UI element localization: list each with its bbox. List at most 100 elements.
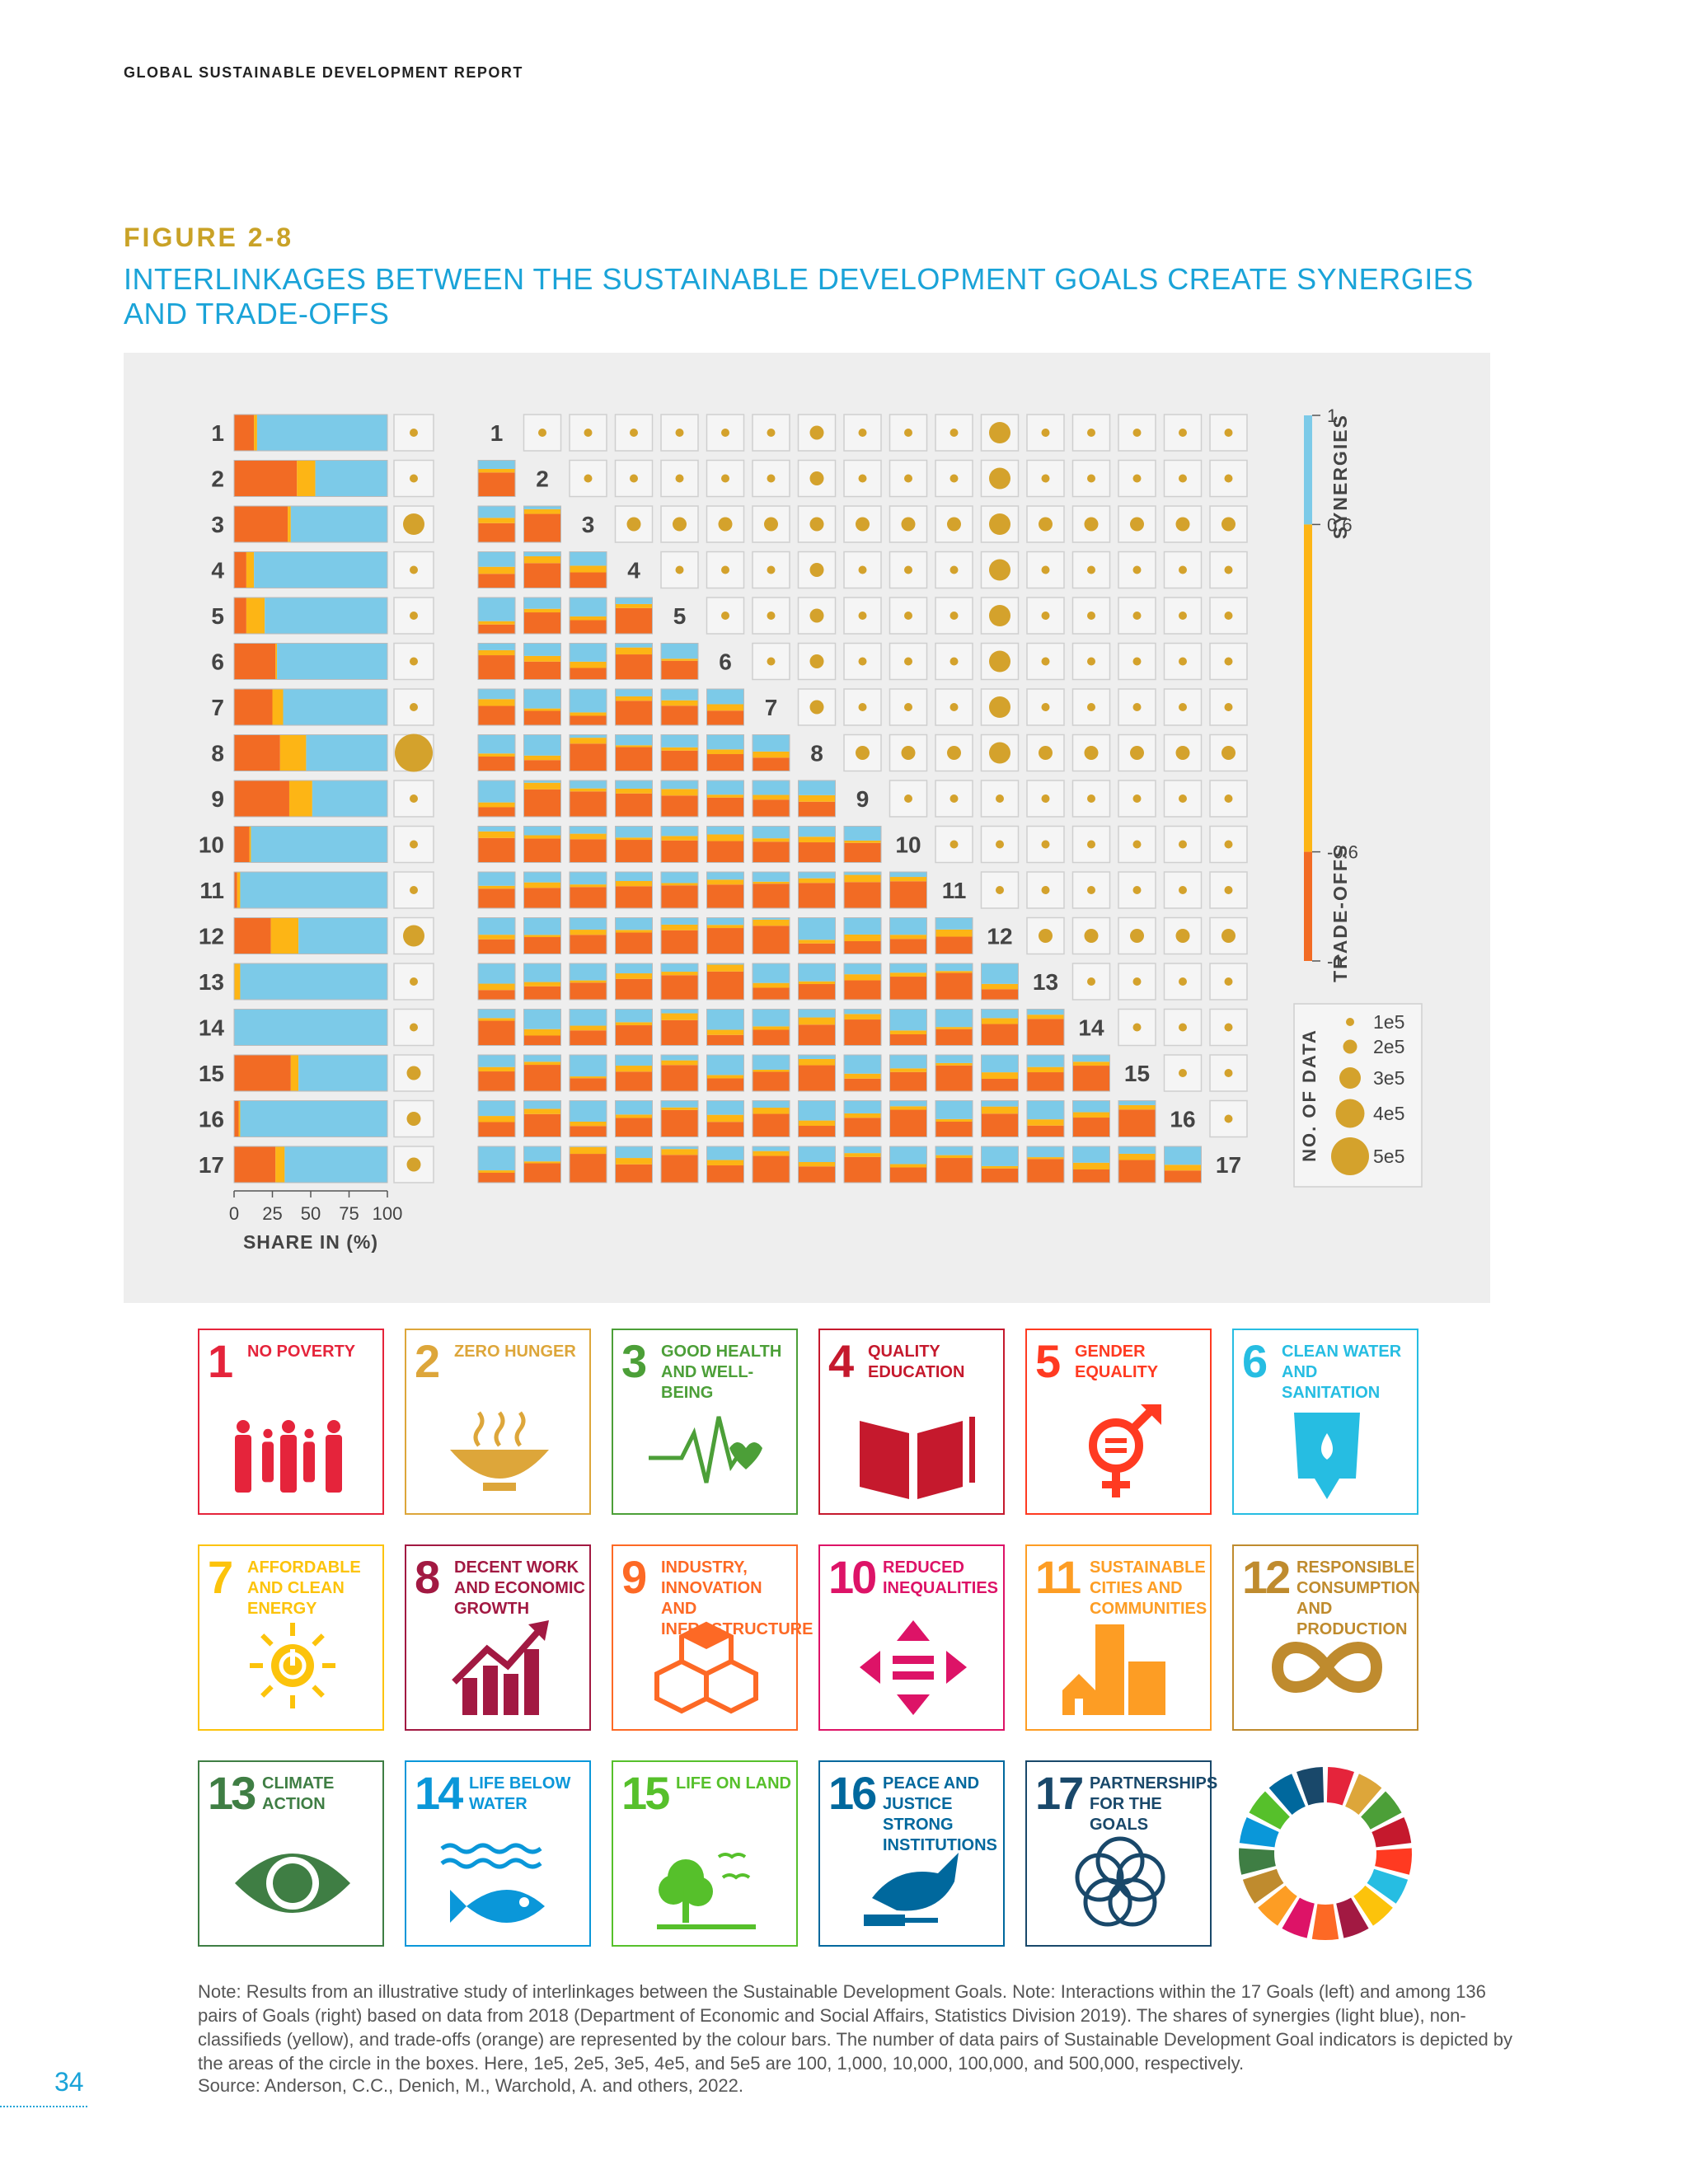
scale-nonclassified [1304,524,1312,852]
pair-synergy-segment [478,963,515,984]
pair-synergy-segment [706,826,744,835]
pair-nonclassified-segment [661,924,698,930]
pair-synergy-segment [844,826,881,841]
wheel-segment [1336,1897,1369,1938]
pair-synergy-segment [478,1055,515,1067]
pair-tradeoff-segment [706,754,744,771]
pair-synergy-segment [478,917,515,935]
synergy-segment [240,1100,387,1137]
pair-outline [615,688,653,726]
diagonal-goal-label: 7 [765,695,778,720]
pair-synergy-segment [1118,1146,1156,1154]
pair-outline [660,826,699,863]
pair-outline [569,1054,607,1092]
pair-circle [1224,703,1233,711]
row-label: 16 [199,1107,224,1132]
pair-synergy-segment [478,689,515,700]
pair-nonclassified-segment [615,788,653,794]
pair-tradeoff-segment [844,882,881,908]
count-circle [406,1157,421,1172]
pair-tradeoff-segment [753,757,790,771]
pair-nonclassified-segment [798,981,836,985]
pair-circle [1132,794,1142,803]
pair-circle [1041,703,1050,711]
pair-circle [1132,565,1142,574]
pair-synergy-segment [935,963,973,972]
nonclassified-segment [275,643,278,680]
pair-synergy-segment [981,1100,1019,1107]
pair-circle [809,563,824,577]
pair-circle [1132,703,1142,711]
pair-circle [721,565,729,574]
pair-synergy-segment [753,1100,790,1108]
pair-box [1118,963,1156,1001]
pair-synergy-segment [478,1146,515,1171]
pair-circle [584,474,593,483]
pair-outline [843,1009,882,1046]
pair-synergy-segment [981,1146,1019,1166]
pair-synergy-segment [798,780,836,795]
count-circle [406,1112,421,1126]
scale-tick-label: 1 [1327,405,1337,426]
diagonal-goal-label: 10 [895,832,921,858]
pair-tradeoff-segment [570,935,607,954]
pair-tradeoff-segment [1027,1159,1064,1183]
pair-tradeoff-segment [570,1154,607,1183]
pair-tradeoff-segment [523,888,561,908]
pair-nonclassified-segment [661,1013,698,1020]
count-box [393,414,434,452]
bar-outline [233,826,388,863]
dove-icon [864,1853,959,1926]
pair-outline [798,826,836,863]
pair-circle [1179,429,1187,437]
pair-tradeoff-segment [798,883,836,908]
pair-tradeoff-segment [615,978,653,1000]
diagonal-goal-label: 3 [582,512,595,537]
pair-circle [1224,657,1233,666]
pair-tradeoff-segment [1072,1118,1110,1137]
city-icon [1062,1624,1165,1715]
pair-outline [798,1054,836,1092]
pair-circle [675,565,684,574]
pair-tradeoff-segment [478,523,515,542]
pair-tradeoff-segment [661,1019,698,1046]
pair-tradeoff-segment [798,1065,836,1091]
pair-synergy-segment [570,826,607,834]
pair-synergy-segment [1118,1100,1156,1105]
pair-circle [1179,703,1187,711]
synergy-segment [283,689,387,725]
pair-nonclassified-segment [615,881,653,887]
pair-synergy-segment [706,1100,744,1115]
sdg-label: REDUCED INEQUALITIES [883,1558,999,1597]
pair-tradeoff-segment [615,886,653,908]
wheel-segment [1375,1848,1412,1875]
pair-nonclassified-segment [615,973,653,979]
diagonal-goal-label: 16 [1170,1107,1195,1132]
diagonal-goal-label: 11 [942,878,967,903]
pair-synergy-segment [570,1055,607,1077]
pair-tradeoff-segment [753,1113,790,1137]
pair-circle [1224,840,1233,849]
sdg-number: 10 [828,1551,877,1603]
page-number: 34 [54,2067,84,2097]
pair-synergy-segment [615,1009,653,1023]
pair-circle [809,700,824,715]
wheel-segment [1367,1868,1409,1904]
pair-synergy-segment [889,1009,927,1031]
tradeoff-segment [234,689,273,725]
size-legend-label: 1e5 [1373,1011,1404,1033]
pair-nonclassified-segment [661,658,698,661]
pair-nonclassified-segment [1072,1062,1110,1066]
pair-circle [1132,612,1142,620]
pair-circle [1179,1069,1187,1077]
pair-synergy-segment [570,963,607,981]
pair-circle [809,425,824,440]
sdg-label: SUSTAINABLE CITIES AND COMMUNITIES [1090,1558,1207,1618]
pair-circle [1175,929,1190,943]
pair-tradeoff-segment [753,1155,790,1183]
pair-tradeoff-segment [889,1071,927,1091]
pair-nonclassified-segment [570,833,607,840]
pair-circle [1179,657,1187,666]
scale-tick-label: -1 [1327,951,1343,972]
synergy-segment [240,872,387,908]
